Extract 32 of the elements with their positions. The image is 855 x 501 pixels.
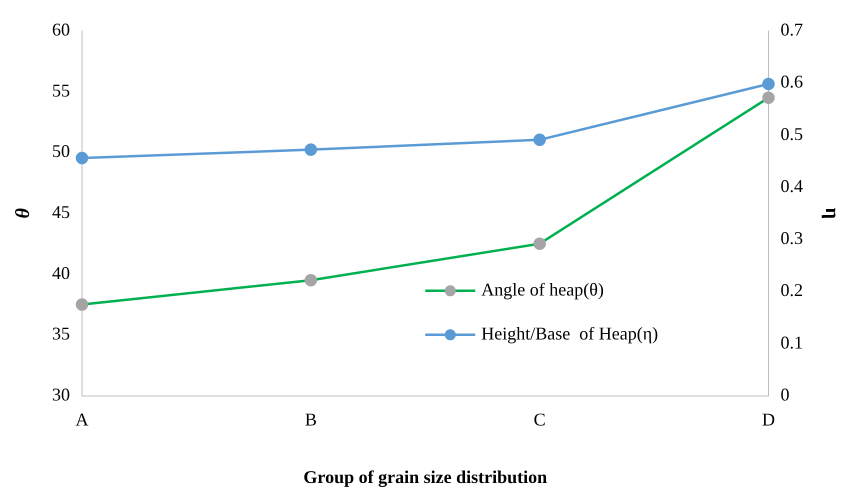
legend-label: Angle of heap(θ) bbox=[481, 280, 604, 300]
y2-tick-label: 0.2 bbox=[780, 280, 803, 300]
y2-tick-label: 0.3 bbox=[780, 228, 803, 248]
point bbox=[533, 134, 546, 146]
y-tick-label: 45 bbox=[52, 202, 70, 222]
y-tick-label: 50 bbox=[52, 141, 70, 162]
y2-tick-label: 0.6 bbox=[780, 72, 803, 92]
x-tick-label: D bbox=[762, 409, 775, 430]
point bbox=[533, 237, 546, 250]
y2-tick-label: 0 bbox=[780, 384, 790, 405]
legend-label: Height/Base of Heap(η) bbox=[481, 324, 658, 344]
y-tick-label: 40 bbox=[52, 262, 70, 283]
y-tick-label: 60 bbox=[52, 20, 70, 40]
x-tick-label: B bbox=[304, 409, 317, 430]
y-tick-label: 55 bbox=[52, 80, 70, 100]
x-tick-label: A bbox=[76, 409, 88, 430]
point bbox=[762, 78, 775, 90]
point bbox=[76, 152, 88, 164]
point bbox=[304, 143, 318, 156]
point bbox=[304, 274, 318, 286]
y2-axis-title: η bbox=[820, 208, 843, 219]
x-axis-title: Group of grain size distribution bbox=[303, 466, 548, 487]
point bbox=[76, 298, 88, 311]
y-tick-label: 30 bbox=[52, 384, 70, 405]
point bbox=[762, 91, 775, 104]
y2-tick-label: 0.7 bbox=[780, 20, 803, 40]
y2-tick-label: 0.5 bbox=[780, 124, 803, 144]
y2-tick-label: 0.1 bbox=[780, 332, 803, 352]
y-tick-label: 35 bbox=[52, 324, 70, 344]
y-axis-title: θ bbox=[12, 207, 34, 218]
x-tick-label: C bbox=[534, 409, 546, 430]
y2-tick-label: 0.4 bbox=[780, 176, 803, 196]
